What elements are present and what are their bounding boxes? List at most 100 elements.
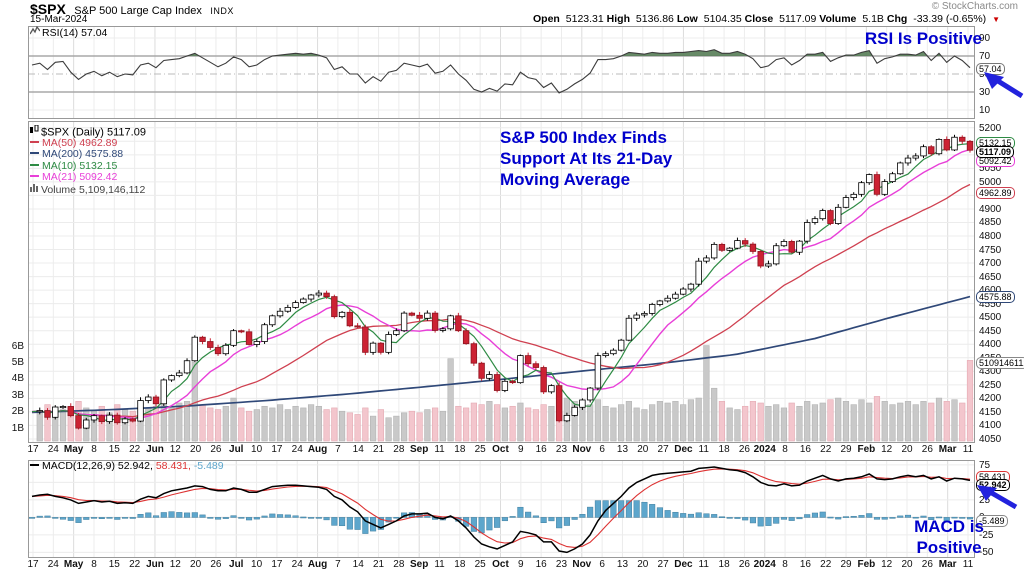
macd-axis-label: 25 [979, 494, 991, 506]
ma50-swatch [30, 140, 39, 143]
x-axis-label: Feb [857, 559, 876, 570]
x-axis-label: Jun [146, 559, 164, 570]
x-axis-label: 9 [518, 444, 524, 455]
x-axis-label: 22 [129, 444, 141, 455]
x-axis-label: 11 [434, 444, 445, 455]
volume-axis-label: 1B [11, 422, 24, 434]
rsi-arrow-icon [984, 72, 1024, 98]
x-axis-label: May [63, 559, 84, 570]
price-axis-label: 4300 [979, 366, 1002, 378]
macd-legend-value: 52.942, [117, 460, 153, 472]
x-axis-label: 11 [962, 559, 974, 570]
exchange: INDX [210, 6, 234, 16]
x-axis-label: 20 [637, 559, 649, 570]
macd-annotation: MACD is Positive [914, 516, 984, 558]
x-axis-label: 18 [718, 444, 730, 455]
ma200-swatch [30, 152, 39, 155]
x-axis-label: 13 [616, 444, 629, 455]
x-axis-label: 12 [169, 444, 181, 455]
x-axis-label: Sep [410, 559, 429, 570]
ma200-price-tag: 4575.88 [976, 291, 1015, 303]
x-axis-label: 26 [921, 559, 933, 570]
x-axis-label: 17 [27, 444, 39, 455]
chart-header: $SPX S&P 500 Large Cap Index INDX © Stoc… [0, 0, 1024, 26]
x-axis-label: 10 [251, 559, 263, 570]
x-axis-label: 16 [535, 559, 547, 570]
x-axis-label: 26 [210, 559, 222, 570]
x-axis-label: 17 [271, 559, 283, 570]
x-axis-label: Sep [410, 444, 429, 455]
macd-swatch [30, 464, 39, 467]
indicator-icon [29, 25, 41, 38]
x-axis-label: 11 [962, 444, 974, 455]
price-legend[interactable]: $SPX (Daily) 5117.09 MA(50) 4962.89 MA(2… [30, 124, 146, 196]
x-axis-label: 10 [251, 444, 263, 455]
change-down-icon[interactable]: ▼ [992, 15, 1000, 24]
main-annotation-line2: Support At Its 21-Day [500, 149, 673, 168]
x-axis-label: 11 [698, 559, 709, 570]
x-axis-label: Jul [229, 444, 244, 455]
x-axis-label: 15 [108, 444, 120, 455]
chg-label: Chg [886, 13, 908, 25]
x-axis-label: 11 [698, 444, 709, 455]
low-value: 5104.35 [703, 13, 742, 25]
price-axis-label: 4800 [979, 231, 1002, 242]
rsi-plot[interactable] [28, 26, 975, 124]
x-axis-label: 28 [393, 559, 405, 570]
rsi-axis-label: 90 [979, 33, 991, 44]
x-axis-label: 28 [393, 444, 405, 455]
volume-value-tag: 5109146112 [976, 357, 1024, 369]
price-axis-label: 5050 [979, 163, 1002, 175]
legend-ma21-label: MA(21) 5092.42 [42, 171, 118, 183]
x-axis-label: Oct [492, 444, 509, 455]
macd-chart [28, 460, 975, 558]
x-axis-label: Nov [572, 444, 592, 455]
x-axis-label: 6 [599, 444, 605, 455]
price-axis-label: 4550 [979, 298, 1002, 310]
x-axis-label: 24 [291, 559, 303, 570]
x-axis-label: Jun [146, 444, 164, 455]
price-chart [28, 121, 975, 443]
x-axis-label: 24 [291, 444, 303, 455]
x-axis-label: 27 [657, 559, 669, 570]
symbol: $SPX [30, 1, 66, 17]
price-axis-label: 4700 [979, 258, 1002, 270]
macd-plot[interactable] [28, 460, 975, 563]
title-row: $SPX S&P 500 Large Cap Index INDX [30, 1, 234, 19]
volume-icon [30, 183, 39, 196]
rsi-legend[interactable]: RSI(14) 57.04 [29, 25, 107, 39]
macd-legend[interactable]: MACD(12,26,9) 52.942, 58.431, -5.489 [30, 460, 224, 472]
x-axis-label: 12 [881, 559, 893, 570]
rsi-chart [28, 26, 975, 119]
x-axis-label: 20 [190, 444, 202, 455]
x-axis-label: 23 [555, 444, 568, 455]
price-axis-label: 4450 [979, 325, 1002, 337]
x-axis-label: 29 [840, 559, 852, 570]
x-axis-label: 16 [799, 444, 811, 455]
x-axis-label: 8 [782, 444, 788, 455]
volume-axis-label: 2B [11, 406, 24, 418]
price-plot[interactable] [28, 121, 975, 448]
x-axis-label: Aug [307, 444, 328, 455]
x-axis-label: 26 [738, 559, 750, 570]
x-axis-label: 14 [352, 444, 364, 455]
x-axis-label: 2024 [753, 559, 776, 570]
x-axis-label: Aug [307, 559, 328, 570]
symbol-name: S&P 500 Large Cap Index [74, 5, 202, 17]
x-axis-label: 25 [474, 444, 486, 455]
rsi-axis-label: 70 [979, 51, 991, 62]
x-axis-label: 27 [657, 444, 669, 455]
price-axis-label: 4150 [979, 406, 1002, 418]
rsi-panel: 9070503010 RSI(14) 57.04 RSI Is Positive… [0, 25, 1024, 119]
x-axis-label: 8 [91, 444, 97, 455]
x-axis-label: Nov [572, 559, 592, 570]
main-annotation: S&P 500 Index Finds Support At Its 21-Da… [500, 127, 672, 190]
chart-date: 15-Mar-2024 [30, 14, 88, 25]
x-axis-label: 26 [738, 444, 750, 455]
close-label: Close [744, 13, 774, 25]
high-label: High [606, 13, 630, 25]
legend-ma10-label: MA(10) 5132.15 [42, 159, 118, 172]
x-axis-label: 21 [372, 559, 385, 570]
x-axis-label: Dec [674, 444, 693, 455]
legend-volume-label: Volume 5,109,146,112 [41, 183, 146, 196]
